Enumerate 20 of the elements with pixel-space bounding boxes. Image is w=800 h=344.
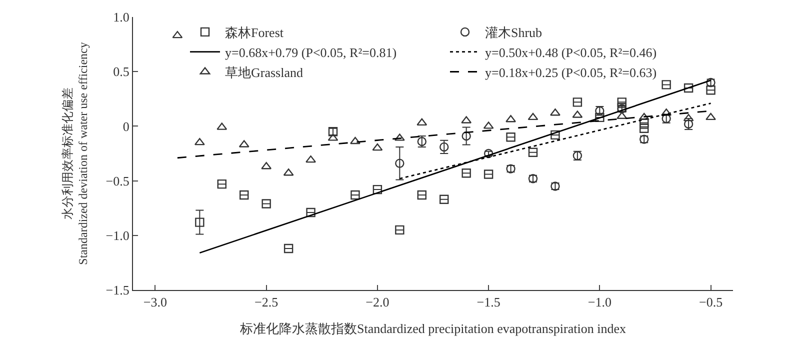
x-tick-label: −2.5 bbox=[254, 294, 278, 310]
legend-label: 草地Grassland bbox=[225, 64, 304, 80]
x-tick-label: −1.5 bbox=[476, 294, 500, 310]
y-tick-label: 1.0 bbox=[113, 10, 130, 25]
legend-label: y=0.18x+0.25 (P<0.05, R²=0.63) bbox=[485, 64, 657, 80]
y-tick-label: −0.5 bbox=[106, 173, 130, 188]
y-tick-label: −1.5 bbox=[106, 282, 130, 298]
x-tick-label: −2.0 bbox=[366, 294, 390, 310]
x-axis-title: 标准化降水蒸散指数Standardized precipitation evapotranspiration index bbox=[239, 321, 626, 336]
x-tick-label: −1.0 bbox=[588, 294, 612, 310]
legend-label: y=0.68x+0.79 (P<0.05, R²=0.81) bbox=[225, 44, 397, 60]
y-axis-title: 水分利用效率标准化偏差 Standardized deviation of water use efficiency bbox=[60, 42, 90, 265]
y-tick-label: 0.5 bbox=[113, 64, 130, 80]
y-tick-label: 0 bbox=[122, 118, 130, 134]
legend-label: y=0.50x+0.48 (P<0.05, R²=0.46) bbox=[485, 44, 657, 60]
y-tick-label: −1.0 bbox=[106, 228, 130, 243]
legend-label: 灌木Shrub bbox=[485, 25, 542, 40]
x-tick-label: −3.0 bbox=[143, 294, 168, 310]
legend-label: 森林Forest bbox=[225, 25, 284, 40]
x-tick-label: −0.5 bbox=[698, 294, 723, 310]
